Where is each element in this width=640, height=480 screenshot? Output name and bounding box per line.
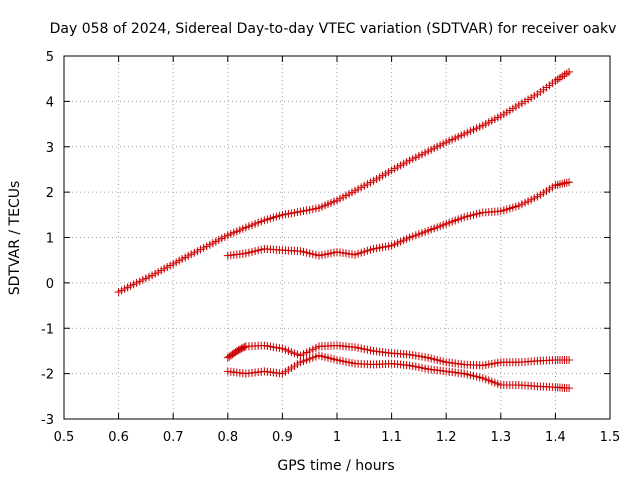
y-tick-label: -3 xyxy=(41,413,54,428)
data-point xyxy=(565,178,574,187)
y-tick-label: -2 xyxy=(41,368,54,383)
y-tick-label: 0 xyxy=(46,277,54,292)
y-tick-label: 3 xyxy=(46,141,54,156)
data-point xyxy=(565,67,574,76)
x-tick-label: 0.6 xyxy=(108,430,129,445)
data-point xyxy=(565,384,574,393)
data-point xyxy=(565,356,574,365)
data-point xyxy=(558,179,567,188)
x-axis-label: GPS time / hours xyxy=(277,458,394,474)
y-tick-label: 1 xyxy=(46,232,54,247)
x-tick-label: 1.1 xyxy=(381,430,402,445)
data-points xyxy=(114,67,574,393)
data-point xyxy=(555,180,564,189)
x-tick-label: 1.3 xyxy=(490,430,511,445)
y-axis: 5 4 3 2 1 0 -1 -2 -3 xyxy=(41,50,610,428)
y-tick-label: -1 xyxy=(41,322,54,337)
x-tick-label: 1.5 xyxy=(600,430,621,445)
y-tick-label: 2 xyxy=(46,186,54,201)
data-point xyxy=(560,179,569,188)
x-tick-label: 1 xyxy=(333,430,341,445)
x-tick-label: 1.4 xyxy=(545,430,566,445)
y-tick-label: 5 xyxy=(46,50,54,65)
chart-title: Day 058 of 2024, Sidereal Day-to-day VTE… xyxy=(50,21,617,37)
y-tick-label: 4 xyxy=(46,95,54,110)
x-axis: 0.5 0.6 0.7 0.8 0.9 1 1.1 1.2 1.3 1.4 1.5 xyxy=(54,56,621,445)
x-tick-label: 0.5 xyxy=(54,430,75,445)
data-point xyxy=(240,343,249,352)
y-axis-label: SDTVAR / TECUs xyxy=(7,181,23,296)
data-point xyxy=(562,178,571,187)
x-tick-label: 0.7 xyxy=(163,430,184,445)
x-tick-label: 1.2 xyxy=(436,430,457,445)
x-tick-label: 0.8 xyxy=(217,430,238,445)
x-tick-label: 0.9 xyxy=(272,430,293,445)
